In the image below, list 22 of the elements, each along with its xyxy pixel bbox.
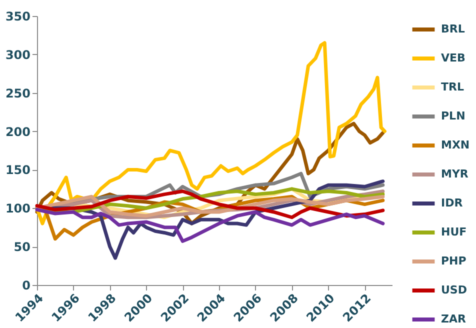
y-tick-label: 350	[5, 10, 30, 24]
legend-label: ZAR	[441, 312, 466, 326]
line-series	[35, 41, 386, 226]
y-tick-label: 0	[22, 278, 30, 292]
line-series	[35, 208, 385, 243]
legend-label: IDR	[441, 196, 464, 210]
y-tick-label: 100	[5, 202, 30, 216]
y-tick-label: 300	[5, 48, 30, 62]
legend-label: PHP	[441, 254, 466, 268]
y-tick-label: 250	[5, 86, 30, 100]
legend-label: PLN	[441, 110, 466, 122]
line-series	[35, 194, 385, 218]
legend-label: USD	[441, 284, 467, 296]
y-tick-label: 50	[14, 240, 30, 254]
legend-label: TRL	[441, 80, 464, 94]
legend-label: MYR	[441, 168, 469, 180]
legend-label: MXN	[441, 138, 470, 152]
y-tick-label: 150	[5, 163, 30, 178]
legend-label: VEB	[441, 52, 466, 64]
y-tick-label: 200	[5, 124, 30, 139]
legend-label: HUF	[441, 226, 467, 238]
legend-label: BRL	[441, 22, 465, 36]
